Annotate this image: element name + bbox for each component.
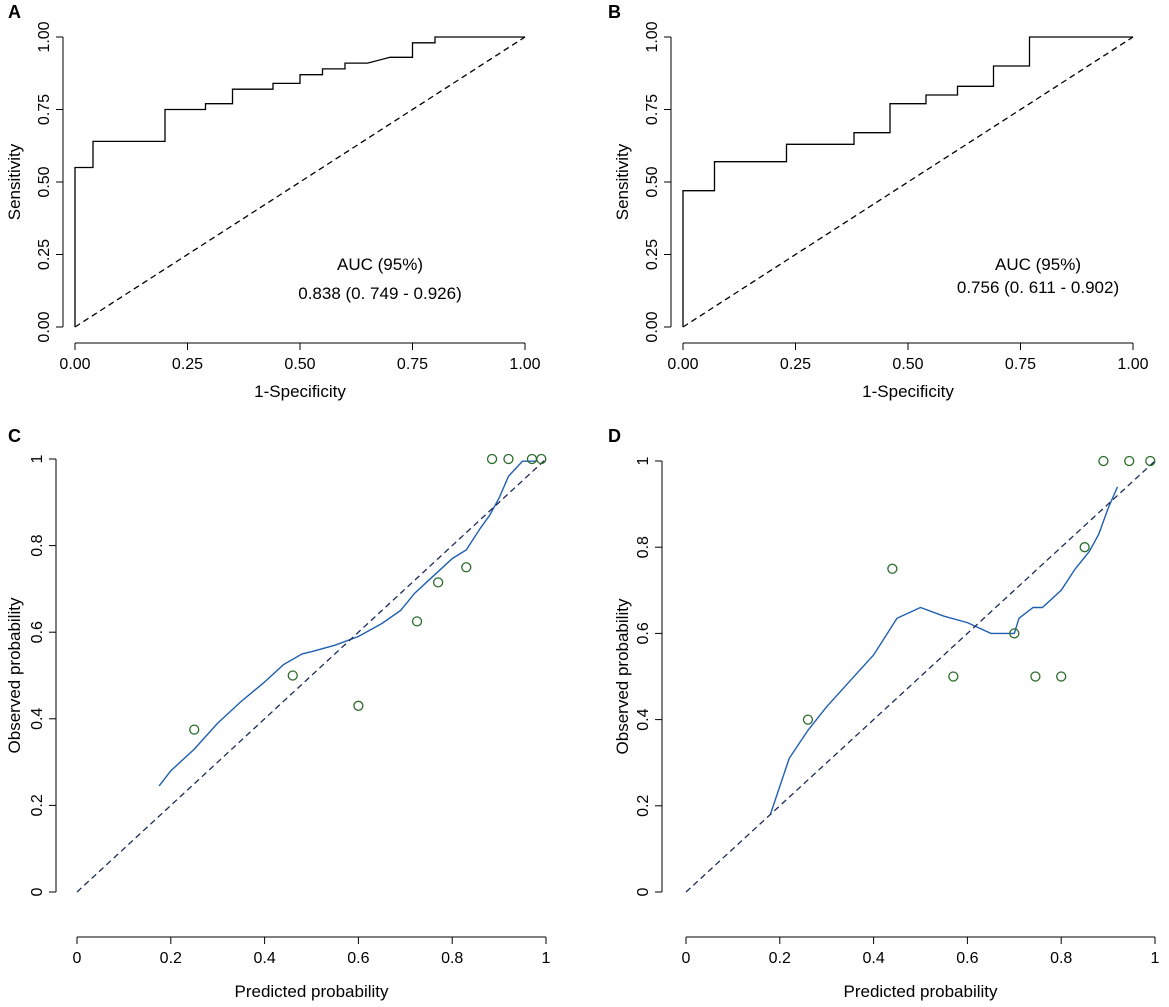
auc-value: 0.756 (0. 611 - 0.902)	[957, 278, 1119, 297]
x-tick-label: 0.00	[667, 356, 698, 373]
panel-a: A 0.00 0.25 0.50 0.75 1.00 0.00 0.25 0.50 0.75 1.0…	[5, 2, 541, 401]
y-axis-title: Observed probability	[613, 598, 632, 754]
y-tick-label: 0.2	[635, 795, 652, 817]
reference-diagonal-line	[685, 460, 1156, 893]
observed-point	[1079, 542, 1090, 553]
observed-point	[503, 453, 514, 465]
observed-point	[1030, 671, 1041, 682]
panel-letter: D	[608, 426, 621, 446]
y-tick-label: 0.6	[635, 622, 652, 644]
y-tick-label: 0.75	[36, 94, 53, 125]
auc-label: AUC (95%)	[995, 255, 1081, 274]
x-axis-title: Predicted probability	[234, 982, 389, 1001]
panel-letter: A	[8, 2, 21, 22]
y-tick-label: 0.4	[29, 708, 46, 730]
x-tick-label: 1	[542, 950, 551, 967]
y-axis-title: Sensitivity	[5, 143, 24, 220]
observed-point	[1145, 455, 1156, 467]
y-tick-label: 0.50	[644, 166, 661, 197]
auc-value: 0.838 (0. 749 - 0.926)	[298, 284, 462, 303]
x-tick-label: 0.75	[397, 356, 428, 373]
roc-curve-line	[682, 36, 1133, 327]
x-tick-label: 0.2	[769, 950, 791, 967]
y-tick-label: 1	[29, 454, 46, 463]
x-tick-label: 0.25	[172, 356, 203, 373]
x-tick-label: 0.75	[1005, 356, 1036, 373]
y-tick-label: 1	[635, 456, 652, 465]
y-tick-label: 0.75	[644, 94, 661, 125]
y-tick-label: 0.2	[29, 794, 46, 816]
y-axis-title: Sensitivity	[613, 143, 632, 220]
panel-b: B 0.00 0.25 0.50 0.75 1.00 0.00 0.25 0.50 0.75 1.0…	[608, 2, 1149, 401]
observed-point	[802, 714, 814, 725]
calibration-curve-line	[769, 486, 1119, 815]
observed-point	[189, 724, 200, 735]
reference-diagonal-line	[76, 458, 547, 893]
observed-point	[432, 577, 444, 588]
x-tick-label: 0.8	[1050, 950, 1072, 967]
x-tick-label: 1.00	[509, 356, 540, 373]
x-tick-label: 0.6	[956, 950, 978, 967]
y-tick-label: 0.50	[36, 166, 53, 197]
x-tick-label: 0.4	[253, 950, 275, 967]
y-tick-label: 0.6	[29, 621, 46, 643]
x-tick-label: 0	[682, 950, 691, 967]
y-tick-label: 0.00	[36, 311, 53, 342]
y-tick-label: 0.25	[644, 239, 661, 270]
observed-point	[1056, 671, 1067, 682]
observed-point	[1098, 455, 1109, 467]
x-tick-label: 0.25	[780, 356, 811, 373]
observed-point	[887, 563, 898, 574]
x-tick-label: 0	[73, 950, 82, 967]
x-tick-label: 0.8	[441, 950, 463, 967]
y-tick-label: 0.4	[635, 708, 652, 730]
y-tick-label: 1.00	[644, 21, 661, 52]
observed-point	[1009, 628, 1020, 639]
observed-point	[411, 616, 423, 627]
observed-point	[486, 453, 498, 465]
y-tick-label: 1.00	[36, 21, 53, 52]
panel-letter: C	[8, 426, 21, 446]
observed-point	[1124, 455, 1135, 467]
panel-c: C 0 0.2 0.4 0.6 0.8 1 0 0.2 0.4 0.6 0.8 1 Predicted p…	[5, 426, 551, 1001]
x-axis-title: 1-Specificity	[862, 382, 954, 401]
x-tick-label: 0.4	[862, 950, 884, 967]
x-tick-label: 0.50	[892, 356, 923, 373]
observed-point	[948, 671, 959, 682]
x-tick-label: 0.00	[59, 356, 90, 373]
y-tick-label: 0.25	[36, 239, 53, 270]
x-axis-title: Predicted probability	[843, 982, 998, 1001]
observed-point	[353, 700, 364, 711]
panel-letter: B	[608, 2, 621, 22]
observed-point	[287, 670, 298, 681]
x-tick-label: 0.6	[347, 950, 369, 967]
x-tick-label: 1.00	[1117, 356, 1148, 373]
y-tick-label: 0	[29, 887, 46, 896]
x-axis-title: 1-Specificity	[254, 382, 346, 401]
observed-point	[526, 453, 538, 465]
roc-curve-line	[74, 36, 525, 327]
y-tick-label: 0.8	[29, 534, 46, 556]
calibration-curve-line	[158, 460, 537, 787]
observed-point	[461, 562, 472, 573]
y-tick-label: 0.8	[635, 536, 652, 558]
x-tick-label: 0.50	[284, 356, 315, 373]
observed-point	[536, 453, 547, 465]
panel-d: D 0 0.2 0.4 0.6 0.8 1 0 0.2 0.4 0.6 0.8 1 Predicted p…	[608, 426, 1160, 1001]
y-axis-title: Observed probability	[5, 597, 24, 753]
x-tick-label: 0.2	[160, 950, 182, 967]
x-tick-label: 1	[1151, 950, 1160, 967]
y-tick-label: 0.00	[644, 311, 661, 342]
y-tick-label: 0	[635, 887, 652, 896]
auc-label: AUC (95%)	[337, 255, 423, 274]
